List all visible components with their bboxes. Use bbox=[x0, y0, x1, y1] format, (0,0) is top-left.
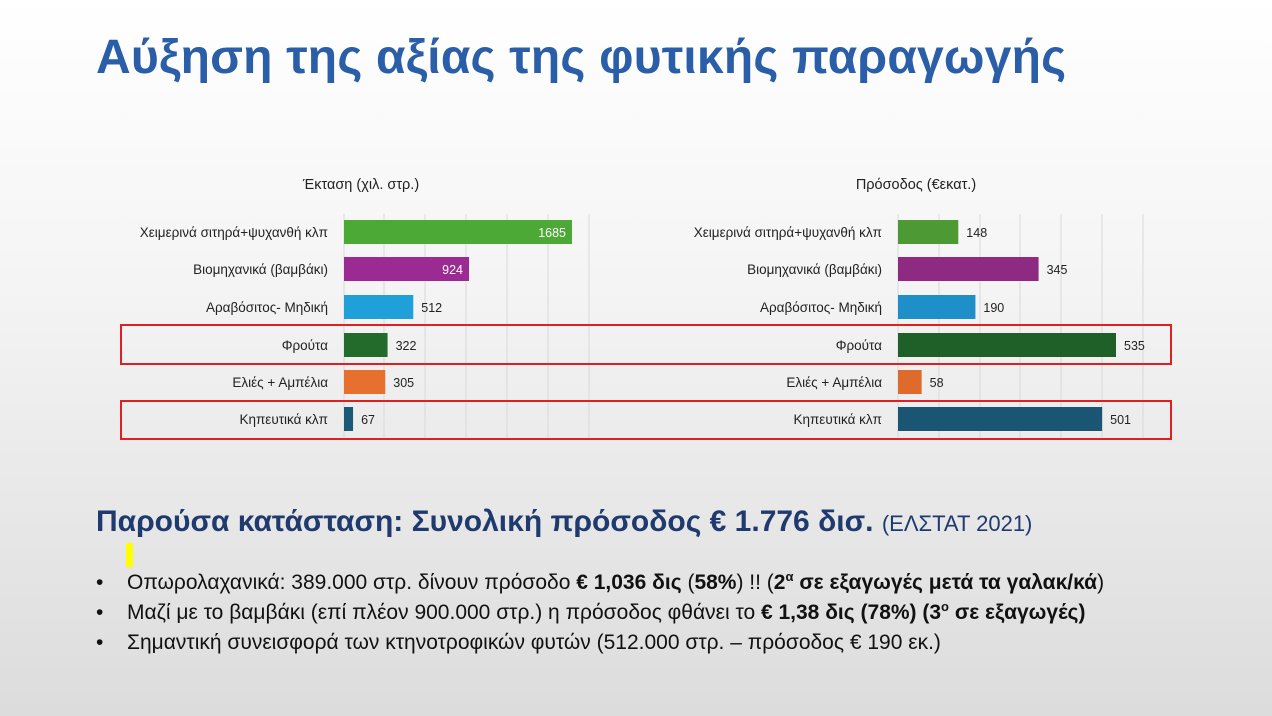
bar-area bbox=[344, 370, 386, 394]
bullet-item: Οπωρολαχανικά: 389.000 στρ. δίνουν πρόσο… bbox=[96, 568, 1216, 597]
data-label: 924 bbox=[442, 263, 463, 277]
bar-area bbox=[344, 407, 354, 431]
bullet-text: ) bbox=[1097, 571, 1105, 594]
page-title: Αύξηση της αξίας της φυτικής παραγωγής bbox=[96, 31, 1067, 84]
bullet-text: Μαζί με το βαμβάκι (επί πλέον 900.000 στ… bbox=[127, 601, 761, 624]
bar-revenue bbox=[898, 407, 1103, 431]
data-label: 535 bbox=[1124, 339, 1145, 353]
chart-title-revenue: Πρόσοδος (€εκατ.) bbox=[855, 177, 977, 193]
bullet-text: (78%) (3 bbox=[854, 601, 942, 624]
category-label: Κηπευτικά κλπ bbox=[239, 412, 328, 427]
category-label: Αραβόσιτος- Μηδική bbox=[206, 300, 328, 315]
data-label: 501 bbox=[1110, 413, 1131, 427]
bullet-text: Οπωρολαχανικά: 389.000 στρ. δίνουν πρόσο… bbox=[127, 571, 577, 594]
bar-revenue bbox=[898, 295, 976, 319]
category-label: Ελιές + Αμπέλια bbox=[786, 375, 882, 390]
category-label: Χειμερινά σιτηρά+ψυχανθή κλπ bbox=[694, 225, 882, 240]
bullet-item: Μαζί με το βαμβάκι (επί πλέον 900.000 στ… bbox=[96, 598, 1216, 627]
bar-revenue bbox=[898, 220, 959, 244]
data-label: 58 bbox=[930, 376, 944, 390]
bar-area bbox=[344, 257, 470, 281]
chart-revenue: Χειμερινά σιτηρά+ψυχανθή κλπ 148 Βιομηχανι… bbox=[694, 214, 1145, 438]
category-label: Βιομηχανικά (βαμβάκι) bbox=[193, 262, 328, 277]
bullet-text: ο bbox=[941, 599, 949, 614]
bar-area bbox=[344, 333, 388, 357]
category-label: Χειμερινά σιτηρά+ψυχανθή κλπ bbox=[140, 225, 328, 240]
summary-source: (ΕΛΣΤΑΤ 2021) bbox=[881, 511, 1033, 536]
data-label: 322 bbox=[396, 339, 417, 353]
data-label: 67 bbox=[361, 413, 375, 427]
data-label: 190 bbox=[983, 301, 1004, 315]
data-label: 1685 bbox=[538, 226, 566, 240]
category-label: Βιομηχανικά (βαμβάκι) bbox=[747, 262, 882, 277]
bar-revenue bbox=[898, 257, 1039, 281]
bullet-text: 58% bbox=[694, 571, 737, 594]
bullet-text: 2 bbox=[773, 571, 786, 594]
bullet-text: € 1,036 δις bbox=[576, 571, 682, 594]
category-label: Αραβόσιτος- Μηδική bbox=[760, 300, 882, 315]
highlight-box-vegetables bbox=[120, 400, 1172, 440]
bar-area bbox=[344, 295, 414, 319]
summary-heading-text: Παρούσα κατάσταση: Συνολική πρόσοδος € 1… bbox=[96, 505, 874, 538]
bullet-list: Οπωρολαχανικά: 389.000 στρ. δίνουν πρόσο… bbox=[96, 568, 1216, 658]
bullet-item: Σημαντική συνεισφορά των κτηνοτροφικών φ… bbox=[96, 628, 1216, 657]
summary-heading: Παρούσα κατάσταση: Συνολική πρόσοδος € 1… bbox=[96, 505, 1032, 539]
bar-revenue bbox=[898, 333, 1116, 357]
bullet-text: ) !! ( bbox=[736, 571, 774, 594]
category-label: Φρούτα bbox=[836, 338, 882, 353]
category-label: Κηπευτικά κλπ bbox=[793, 412, 882, 427]
bullet-text: σε εξαγωγές μετά τα γαλακ/κά bbox=[793, 571, 1098, 594]
data-label: 148 bbox=[966, 226, 987, 240]
bullet-text: Σημαντική συνεισφορά των κτηνοτροφικών φ… bbox=[127, 631, 941, 654]
highlight-marker bbox=[126, 543, 133, 567]
bullet-text: € 1,38 δις bbox=[760, 601, 855, 624]
category-label: Φρούτα bbox=[282, 338, 328, 353]
bullet-text: σε εξαγωγές) bbox=[949, 601, 1086, 624]
bar-revenue bbox=[898, 370, 922, 394]
bullet-text: α bbox=[785, 569, 794, 584]
chart-title-area: Έκταση (χιλ. στρ.) bbox=[302, 177, 420, 193]
data-label: 305 bbox=[393, 376, 414, 390]
data-label: 512 bbox=[421, 301, 442, 315]
bullet-text: ( bbox=[681, 571, 695, 594]
highlight-box-fruits bbox=[120, 324, 1172, 365]
category-label: Ελιές + Αμπέλια bbox=[232, 375, 328, 390]
data-label: 345 bbox=[1047, 263, 1068, 277]
bar-area bbox=[344, 220, 572, 244]
